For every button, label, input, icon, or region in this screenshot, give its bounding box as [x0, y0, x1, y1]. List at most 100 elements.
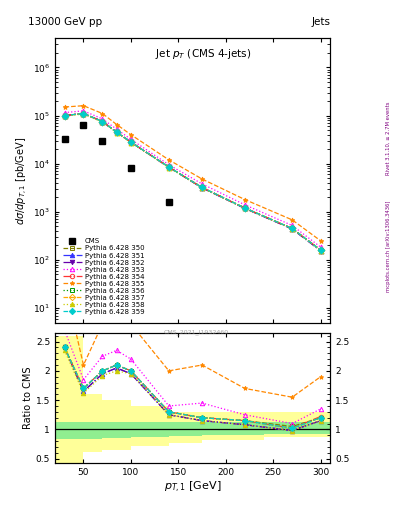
Text: mcplots.cern.ch [arXiv:1306.3436]: mcplots.cern.ch [arXiv:1306.3436] — [386, 200, 391, 291]
Pythia 6.428 352 — [100, 118, 105, 124]
Pythia 6.428 353 — [62, 110, 67, 116]
Pythia 6.428 356 — [290, 225, 294, 231]
Pythia 6.428 351 — [129, 139, 133, 145]
Pythia 6.428 357 — [114, 129, 119, 135]
Pythia 6.428 357 — [200, 184, 204, 190]
Pythia 6.428 358 — [290, 226, 294, 232]
Text: Jets: Jets — [311, 17, 330, 27]
Pythia 6.428 355 — [242, 197, 247, 203]
Pythia 6.428 356 — [62, 113, 67, 119]
Line: Pythia 6.428 359: Pythia 6.428 359 — [62, 111, 323, 252]
Pythia 6.428 357 — [129, 139, 133, 145]
Pythia 6.428 351 — [62, 113, 67, 119]
Pythia 6.428 352 — [114, 129, 119, 135]
Line: Pythia 6.428 356: Pythia 6.428 356 — [62, 111, 323, 252]
Pythia 6.428 350 — [200, 184, 204, 190]
Pythia 6.428 359 — [129, 139, 133, 145]
Pythia 6.428 351 — [100, 118, 105, 124]
Pythia 6.428 356 — [81, 111, 86, 117]
Pythia 6.428 352 — [62, 113, 67, 119]
Pythia 6.428 352 — [242, 205, 247, 211]
Pythia 6.428 359 — [62, 113, 67, 119]
Text: Jet $p_T$ (CMS 4-jets): Jet $p_T$ (CMS 4-jets) — [155, 47, 252, 61]
CMS — [100, 138, 105, 144]
Line: Pythia 6.428 351: Pythia 6.428 351 — [62, 111, 323, 253]
Pythia 6.428 358 — [100, 119, 105, 125]
Pythia 6.428 353 — [114, 126, 119, 132]
CMS — [62, 136, 67, 142]
Line: CMS: CMS — [61, 121, 172, 205]
Pythia 6.428 359 — [100, 118, 105, 124]
Pythia 6.428 356 — [167, 164, 171, 170]
Pythia 6.428 351 — [242, 205, 247, 211]
Pythia 6.428 350 — [242, 205, 247, 211]
Pythia 6.428 352 — [81, 111, 86, 117]
Text: 13000 GeV pp: 13000 GeV pp — [28, 17, 102, 27]
CMS — [167, 199, 171, 205]
Pythia 6.428 353 — [242, 202, 247, 208]
Pythia 6.428 351 — [81, 111, 86, 117]
Pythia 6.428 359 — [167, 164, 171, 170]
Pythia 6.428 356 — [129, 139, 133, 145]
Pythia 6.428 355 — [200, 176, 204, 182]
Line: Pythia 6.428 355: Pythia 6.428 355 — [62, 103, 323, 243]
Pythia 6.428 356 — [100, 118, 105, 124]
Pythia 6.428 354 — [167, 164, 171, 170]
Pythia 6.428 355 — [81, 102, 86, 109]
Pythia 6.428 358 — [129, 139, 133, 145]
Pythia 6.428 350 — [114, 129, 119, 135]
Pythia 6.428 356 — [318, 247, 323, 253]
Pythia 6.428 358 — [167, 164, 171, 170]
Pythia 6.428 355 — [290, 217, 294, 223]
Pythia 6.428 357 — [318, 247, 323, 253]
Pythia 6.428 352 — [290, 226, 294, 232]
Pythia 6.428 351 — [290, 226, 294, 232]
Pythia 6.428 354 — [200, 184, 204, 190]
Y-axis label: $d\sigma/dp_{T,1}$ [pb/GeV]: $d\sigma/dp_{T,1}$ [pb/GeV] — [15, 136, 30, 225]
CMS — [129, 165, 133, 172]
Pythia 6.428 357 — [62, 113, 67, 119]
Pythia 6.428 355 — [114, 121, 119, 127]
Pythia 6.428 354 — [100, 118, 105, 124]
CMS — [81, 121, 86, 127]
Pythia 6.428 355 — [318, 238, 323, 244]
Line: Pythia 6.428 353: Pythia 6.428 353 — [62, 109, 323, 249]
Pythia 6.428 352 — [200, 185, 204, 191]
Pythia 6.428 350 — [100, 118, 105, 124]
Pythia 6.428 354 — [81, 111, 86, 117]
Pythia 6.428 358 — [114, 130, 119, 136]
Pythia 6.428 353 — [81, 108, 86, 114]
Line: Pythia 6.428 358: Pythia 6.428 358 — [62, 112, 323, 253]
Pythia 6.428 352 — [129, 139, 133, 145]
Pythia 6.428 354 — [114, 129, 119, 135]
Pythia 6.428 350 — [290, 225, 294, 231]
Pythia 6.428 358 — [242, 205, 247, 211]
Pythia 6.428 357 — [167, 164, 171, 170]
Pythia 6.428 355 — [129, 132, 133, 138]
Pythia 6.428 356 — [200, 184, 204, 190]
Text: CMS_2021_I1932460: CMS_2021_I1932460 — [164, 330, 229, 335]
Pythia 6.428 358 — [81, 111, 86, 117]
Pythia 6.428 359 — [242, 205, 247, 211]
Line: Pythia 6.428 354: Pythia 6.428 354 — [62, 111, 323, 252]
Pythia 6.428 357 — [290, 225, 294, 231]
Pythia 6.428 356 — [242, 205, 247, 211]
Y-axis label: Ratio to CMS: Ratio to CMS — [23, 367, 33, 430]
Pythia 6.428 359 — [200, 184, 204, 190]
Pythia 6.428 353 — [318, 244, 323, 250]
Pythia 6.428 350 — [318, 247, 323, 253]
Pythia 6.428 359 — [290, 225, 294, 231]
Pythia 6.428 351 — [318, 248, 323, 254]
Text: Rivet 3.1.10, ≥ 2.7M events: Rivet 3.1.10, ≥ 2.7M events — [386, 101, 391, 175]
X-axis label: $p_{T,1}$ [GeV]: $p_{T,1}$ [GeV] — [164, 480, 221, 495]
Pythia 6.428 355 — [167, 157, 171, 163]
Pythia 6.428 356 — [114, 129, 119, 135]
Line: Pythia 6.428 352: Pythia 6.428 352 — [62, 111, 323, 253]
Pythia 6.428 352 — [167, 164, 171, 170]
Pythia 6.428 351 — [167, 164, 171, 170]
Pythia 6.428 358 — [200, 185, 204, 191]
Pythia 6.428 350 — [81, 111, 86, 117]
Pythia 6.428 353 — [167, 162, 171, 168]
Line: Pythia 6.428 350: Pythia 6.428 350 — [62, 111, 323, 252]
Pythia 6.428 350 — [167, 164, 171, 170]
